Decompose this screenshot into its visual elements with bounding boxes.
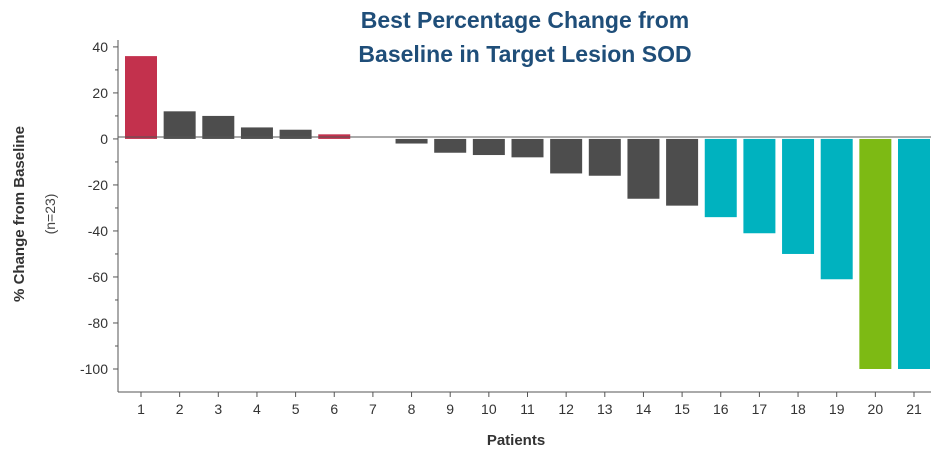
x-tick-label: 9 <box>446 401 454 417</box>
bar-patient-2 <box>163 111 196 139</box>
y-axis-n-label: (n=23) <box>42 194 58 235</box>
x-axis-title: Patients <box>487 432 545 449</box>
x-tick-label: 3 <box>214 401 222 417</box>
bar-patient-19 <box>820 138 853 280</box>
x-tick-label: 8 <box>408 401 416 417</box>
y-tick-label: 40 <box>92 39 108 55</box>
bar-patient-18 <box>782 138 815 254</box>
bar-patient-16 <box>704 138 737 218</box>
x-tick-label: 11 <box>520 401 535 417</box>
bar-patient-4 <box>240 127 273 139</box>
y-axis-title: % Change from Baseline <box>11 126 28 302</box>
chart-title-line-1: Best Percentage Change from <box>361 7 689 33</box>
bar-patient-13 <box>588 138 621 176</box>
x-tick-label: 14 <box>636 401 652 417</box>
x-tick-label: 20 <box>868 401 884 417</box>
y-tick-label: -80 <box>88 315 108 331</box>
x-tick-label: 15 <box>674 401 690 417</box>
y-tick-label: -100 <box>80 361 108 377</box>
x-tick-label: 16 <box>713 401 729 417</box>
x-tick-label: 17 <box>752 401 768 417</box>
x-tick-label: 2 <box>176 401 184 417</box>
x-tick-label: 12 <box>558 401 574 417</box>
bar-patient-5 <box>279 129 312 139</box>
x-tick-label: 21 <box>906 401 922 417</box>
bar-patient-1 <box>125 56 157 139</box>
bar-patient-21 <box>898 138 930 369</box>
bar-patient-3 <box>202 115 235 139</box>
bar-patient-15 <box>666 138 699 206</box>
bar-patient-9 <box>434 138 467 153</box>
bar-patient-10 <box>472 138 505 156</box>
x-tick-label: 18 <box>790 401 806 417</box>
y-axis-sublabel: (n=23) <box>42 194 58 235</box>
y-tick-label: -20 <box>88 177 108 193</box>
x-tick-label: 19 <box>829 401 845 417</box>
y-tick-label: 0 <box>100 131 108 147</box>
bar-patient-8 <box>395 138 428 144</box>
x-axis-ticks: 1 2 3 4 5 6 7 8 9 10 11 12 13 14 15 16 17 18 19 20 21 <box>137 392 922 417</box>
bar-patient-17 <box>743 138 776 234</box>
y-tick-label: 20 <box>92 85 108 101</box>
bar-patient-12 <box>550 138 583 174</box>
y-axis-ticks: 40 20 0 -20 -40 -60 -80 -100 <box>80 39 118 377</box>
y-tick-label: -40 <box>88 223 108 239</box>
x-tick-label: 6 <box>330 401 338 417</box>
bars-group <box>125 56 930 369</box>
x-tick-label: 13 <box>597 401 613 417</box>
x-tick-label: 7 <box>369 401 377 417</box>
x-tick-label: 1 <box>137 401 145 417</box>
x-tick-label: 10 <box>481 401 497 417</box>
y-tick-label: -60 <box>88 269 108 285</box>
x-tick-label: 4 <box>253 401 261 417</box>
chart-title-line-2: Baseline in Target Lesion SOD <box>358 41 691 67</box>
bar-patient-11 <box>511 138 544 158</box>
bar-patient-20 <box>859 138 892 369</box>
y-axis-label: % Change from Baseline <box>11 126 28 302</box>
x-tick-label: 5 <box>292 401 300 417</box>
bar-patient-14 <box>627 138 660 199</box>
